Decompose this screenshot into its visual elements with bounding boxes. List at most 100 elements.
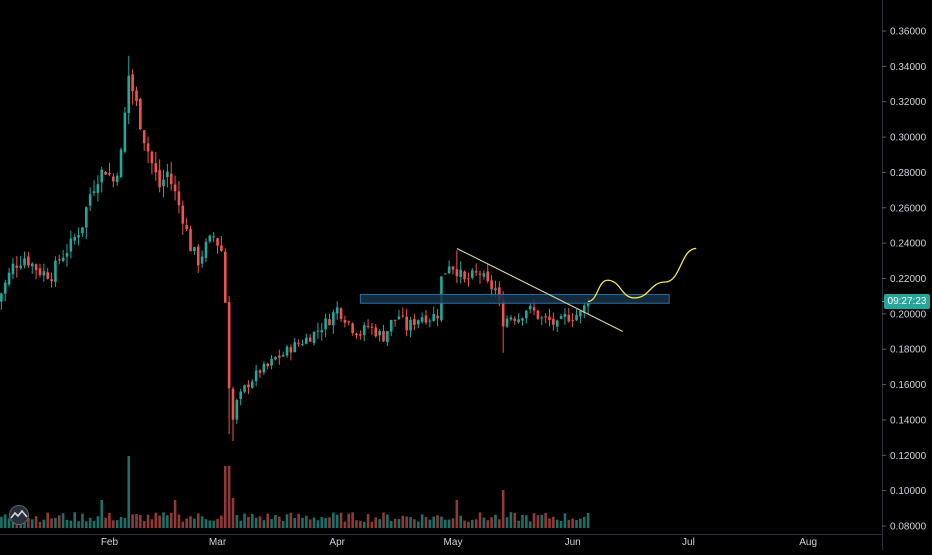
volume-bar: [166, 515, 169, 528]
descending-trendline[interactable]: [456, 247, 624, 333]
volume-bar: [185, 518, 188, 528]
candle-body: [301, 344, 304, 346]
support-resistance-zone[interactable]: [359, 293, 670, 304]
candle-body: [316, 330, 320, 332]
price-tick-label: 0.22000: [890, 274, 927, 285]
volume-bar: [378, 519, 381, 528]
candle-body: [100, 169, 104, 183]
volume-bar: [258, 516, 262, 528]
candle-body: [455, 269, 459, 277]
tradingview-logo-icon[interactable]: [5, 505, 33, 525]
volume-bar: [212, 520, 215, 528]
volume-bar: [38, 521, 42, 528]
candle-body: [7, 272, 11, 285]
candle-body: [582, 305, 586, 313]
candle-body: [258, 370, 262, 373]
price-tick-label: 0.30000: [890, 133, 927, 144]
price-tick-label: 0.12000: [890, 451, 927, 462]
candle-body: [324, 318, 327, 330]
volume-bar: [382, 512, 385, 528]
volume-bar: [366, 514, 370, 528]
volume-bar: [305, 515, 308, 528]
time-tick-label: Mar: [209, 537, 227, 548]
candle-body: [521, 318, 524, 321]
volume-bar: [324, 517, 327, 528]
volume-bar: [104, 517, 107, 528]
candle-body: [177, 191, 181, 206]
candle-body: [305, 337, 308, 344]
candle-body: [81, 227, 84, 234]
volume-bar: [571, 518, 574, 528]
candle-body: [374, 327, 378, 337]
volume-bar: [193, 518, 196, 528]
volume-bar: [54, 517, 57, 528]
candle-body: [571, 320, 574, 322]
volume-bar: [65, 519, 69, 528]
volume-bar: [386, 514, 389, 528]
volume-bar: [162, 512, 165, 528]
candle-body: [424, 315, 428, 323]
candle-body: [586, 301, 590, 307]
volume-bar: [73, 512, 77, 528]
candle-body: [220, 245, 223, 251]
volume-bar: [81, 513, 84, 528]
volume-bar: [482, 517, 486, 528]
volume-bar: [204, 519, 208, 528]
price-tick-label: 0.10000: [890, 486, 927, 497]
candle-body: [312, 331, 316, 344]
volume-bar: [513, 512, 517, 528]
volume-bar: [428, 519, 432, 528]
candle-body: [447, 266, 451, 274]
volume-bar: [119, 516, 123, 528]
candle-body: [243, 385, 246, 392]
volume-bar: [96, 516, 100, 528]
volume-bar: [586, 512, 590, 528]
volume-bar: [486, 520, 490, 528]
candle-body: [270, 358, 273, 366]
volume-bar: [332, 512, 335, 528]
candle-body: [162, 179, 165, 187]
price-tick-label: 0.14000: [890, 415, 927, 426]
volume-bar: [3, 514, 7, 528]
volume-bar: [115, 520, 119, 528]
volume-bar: [559, 520, 563, 528]
volume-bar: [297, 513, 300, 528]
volume-bar: [471, 519, 474, 528]
candle-body: [127, 75, 131, 114]
price-tick-label: 0.24000: [890, 239, 927, 250]
candle-body: [227, 302, 231, 389]
candle-body: [281, 355, 285, 357]
volume-bar: [555, 519, 559, 528]
volume-bar: [579, 518, 582, 528]
candle-body: [579, 310, 582, 317]
candle-body: [308, 337, 312, 342]
volume-bar: [436, 515, 439, 528]
volume-bar: [351, 512, 354, 528]
candle-body: [401, 315, 405, 317]
volume-bar: [92, 520, 96, 528]
volume-bar: [478, 512, 482, 528]
candle-body: [366, 325, 370, 327]
volume-bar: [61, 513, 65, 528]
candle-body: [532, 307, 536, 311]
candle-body: [166, 171, 169, 178]
candle-body: [208, 235, 212, 242]
candle-body: [428, 320, 432, 322]
candle-body: [513, 318, 517, 321]
candle-body: [555, 320, 559, 327]
volume-bar: [88, 517, 92, 528]
candle-body: [104, 171, 107, 175]
volume-bar: [432, 516, 435, 528]
drawings[interactable]: [359, 247, 697, 333]
volume-bar: [374, 517, 378, 528]
candle-body: [289, 347, 293, 353]
volume-bar: [100, 500, 104, 528]
projection-path[interactable]: [587, 247, 697, 303]
volume-bar: [521, 514, 524, 528]
candle-body: [347, 321, 351, 323]
volume-bar: [169, 512, 173, 528]
volume-bar: [150, 519, 154, 528]
volume-bar: [173, 500, 177, 528]
